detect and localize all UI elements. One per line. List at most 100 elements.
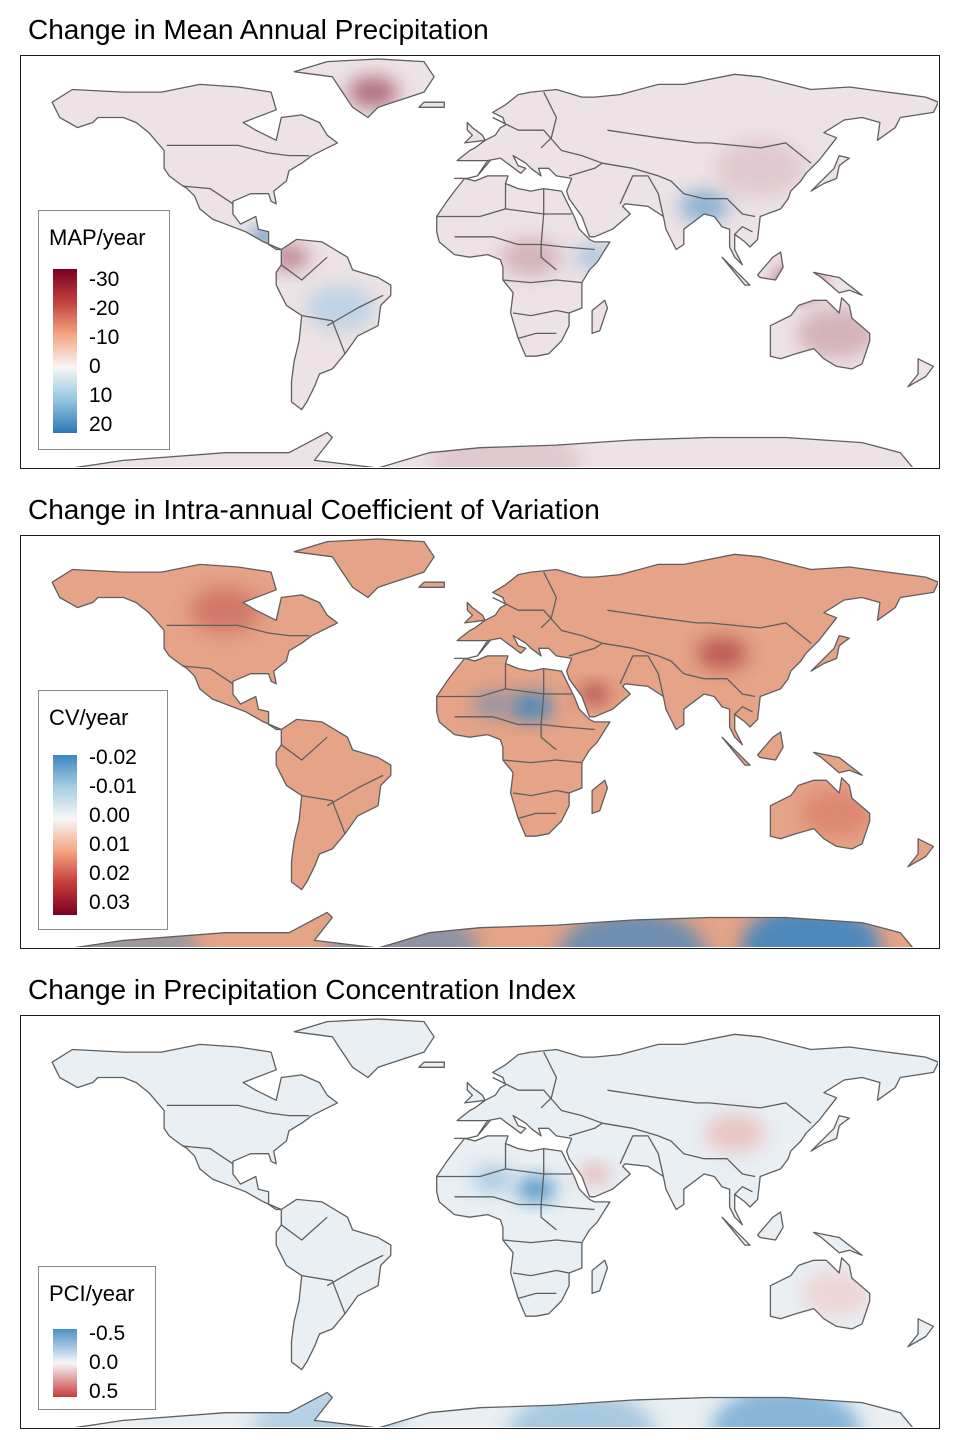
land-polygon [757, 732, 784, 760]
country-border [502, 279, 582, 284]
coastline [810, 634, 850, 672]
coastline [74, 1391, 914, 1427]
panel-title: Change in Precipitation Concentration In… [28, 974, 576, 1005]
country-border [166, 1104, 310, 1117]
coastline [418, 581, 445, 588]
country-border [518, 1292, 557, 1300]
land-polygon [454, 74, 938, 265]
country-border [540, 668, 557, 751]
map-legend: CV/year -0.02 -0.01 0.00 0.01 0.02 0.03 [38, 690, 168, 930]
coastline [813, 751, 863, 776]
panel-cv: Change in Intra-annual Coefficient of Va… [0, 480, 960, 960]
coastline [721, 1216, 751, 1246]
coastline [907, 1318, 935, 1348]
world-map [51, 1018, 938, 1427]
coastline [453, 73, 938, 266]
legend-label: 0.00 [89, 804, 130, 827]
legend-colorbar [53, 1329, 77, 1397]
anomaly-patch [508, 692, 554, 722]
country-border [492, 116, 603, 164]
anomaly-patch [430, 420, 581, 467]
country-border [602, 642, 756, 698]
coastline [51, 563, 339, 731]
land-polygon [813, 272, 863, 296]
country-border [607, 1089, 812, 1124]
anomaly-patch [679, 190, 730, 223]
coastline [51, 1043, 339, 1211]
legend-title: CV/year [49, 705, 129, 730]
anomaly-patch [715, 139, 806, 198]
anomaly-patch [697, 637, 747, 670]
coastline [453, 553, 938, 746]
anomaly-patch [579, 1164, 610, 1184]
legend-label: 0.5 [89, 1380, 119, 1403]
land-polygon [592, 1260, 608, 1294]
country-border [568, 642, 603, 657]
country-border [734, 226, 753, 235]
land-polygon [813, 1232, 863, 1256]
country-border [492, 1076, 603, 1124]
map-frame [20, 535, 940, 949]
country-border [513, 1269, 570, 1277]
coastline [51, 83, 339, 251]
anomaly-patch [472, 1166, 513, 1192]
coastline [591, 779, 609, 815]
country-border [181, 665, 234, 685]
legend-label: 0.02 [89, 862, 130, 885]
country-border [454, 716, 595, 731]
legend-label: 0 [89, 355, 101, 378]
country-border [301, 1274, 346, 1314]
legend-label: -30 [89, 268, 120, 291]
country-border [181, 1145, 234, 1165]
anomaly-patch [500, 238, 561, 277]
land-polygon [813, 752, 863, 776]
land-polygon [79, 912, 913, 947]
country-border [619, 1135, 665, 1177]
legend-colorbar [53, 269, 77, 433]
land-polygon [294, 539, 435, 598]
country-borders [51, 1018, 938, 1427]
coastline [721, 736, 751, 766]
country-border [540, 91, 558, 149]
country-border [326, 294, 384, 327]
country-border [518, 812, 557, 820]
world-map [51, 58, 938, 467]
country-border [619, 655, 665, 697]
country-border [513, 309, 570, 317]
country-border [280, 736, 328, 761]
land-polygon [418, 582, 445, 588]
country-border [513, 789, 570, 797]
anomaly-patch [506, 1390, 657, 1427]
land-polygon [52, 564, 338, 730]
coastline [721, 256, 751, 286]
coastline [418, 101, 445, 108]
country-border [436, 688, 572, 698]
legend-label: -0.5 [89, 1322, 126, 1345]
panel-map: Change in Mean Annual Precipitation MAP/… [0, 0, 960, 480]
country-border [492, 596, 603, 644]
country-border [607, 609, 812, 644]
coastline [769, 297, 871, 370]
land-polygon [418, 102, 445, 108]
country-border [454, 1196, 595, 1211]
land-polygon [52, 84, 338, 250]
legend-label: -0.02 [89, 746, 137, 769]
country-borders [51, 58, 938, 467]
coastline [591, 299, 609, 335]
anomaly-patch [796, 307, 877, 359]
country-border [301, 314, 346, 354]
coastline [453, 1033, 938, 1226]
country-border [166, 144, 310, 157]
country-border [326, 1254, 384, 1287]
anomaly-patch [557, 910, 708, 947]
coastline [74, 431, 914, 467]
anomaly-patch [710, 1385, 861, 1427]
coastline [907, 358, 935, 388]
country-border [540, 571, 558, 629]
legend-title: MAP/year [49, 225, 146, 250]
map-legend: MAP/year -30 -20 -10 0 10 20 [38, 210, 170, 450]
coastline [275, 1198, 392, 1371]
coastline [293, 58, 435, 119]
land-polygon [757, 252, 784, 280]
country-border [502, 759, 582, 764]
